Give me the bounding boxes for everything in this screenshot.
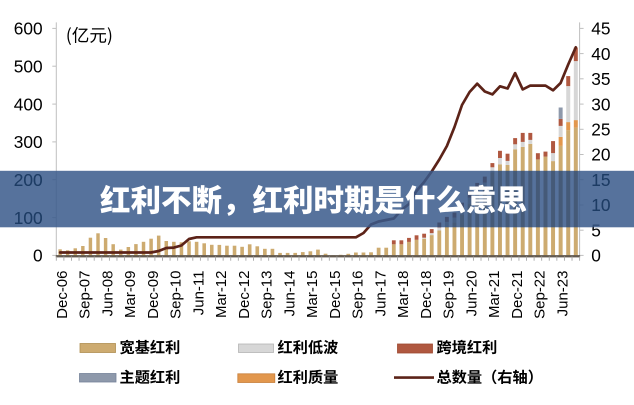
svg-text:25: 25 (591, 120, 610, 140)
svg-text:Dec-09: Dec-09 (145, 271, 162, 319)
svg-text:45: 45 (591, 19, 610, 39)
svg-text:35: 35 (591, 69, 610, 89)
svg-text:Sep-22: Sep-22 (532, 271, 549, 319)
svg-text:30: 30 (591, 94, 610, 114)
svg-text:Sep-13: Sep-13 (259, 271, 276, 319)
svg-text:Jun-11: Jun-11 (190, 271, 207, 316)
svg-text:Sep-19: Sep-19 (441, 271, 458, 319)
svg-text:Jun-14: Jun-14 (281, 271, 298, 317)
svg-text:200: 200 (14, 170, 43, 190)
svg-text:Jun-23: Jun-23 (554, 271, 571, 317)
svg-text:Dec-15: Dec-15 (327, 271, 344, 319)
svg-text:Mar-09: Mar-09 (122, 271, 139, 319)
svg-text:Jun-20: Jun-20 (463, 271, 480, 317)
svg-text:0: 0 (591, 246, 601, 266)
svg-text:600: 600 (14, 19, 43, 39)
svg-text:400: 400 (14, 94, 43, 114)
svg-text:Mar-21: Mar-21 (486, 271, 503, 319)
svg-text:0: 0 (33, 246, 43, 266)
svg-text:Mar-18: Mar-18 (395, 271, 412, 319)
svg-text:15: 15 (591, 170, 610, 190)
svg-text:Sep-16: Sep-16 (350, 271, 367, 319)
svg-text:Dec-18: Dec-18 (418, 271, 435, 319)
svg-text:Mar-15: Mar-15 (304, 271, 321, 319)
svg-text:20: 20 (591, 145, 610, 165)
svg-text:Dec-12: Dec-12 (236, 271, 253, 319)
svg-text:300: 300 (14, 132, 43, 152)
svg-text:500: 500 (14, 56, 43, 76)
svg-text:Dec-06: Dec-06 (54, 271, 71, 319)
svg-text:Jun-08: Jun-08 (99, 271, 116, 317)
svg-text:10: 10 (591, 195, 610, 215)
svg-text:Sep-10: Sep-10 (168, 271, 185, 319)
svg-text:Sep-07: Sep-07 (77, 271, 94, 319)
svg-text:5: 5 (591, 220, 601, 240)
svg-text:Mar-12: Mar-12 (213, 271, 230, 319)
svg-text:Jun-17: Jun-17 (372, 271, 389, 317)
svg-text:100: 100 (14, 208, 43, 228)
svg-text:Dec-21: Dec-21 (509, 271, 526, 319)
svg-text:40: 40 (591, 44, 610, 64)
